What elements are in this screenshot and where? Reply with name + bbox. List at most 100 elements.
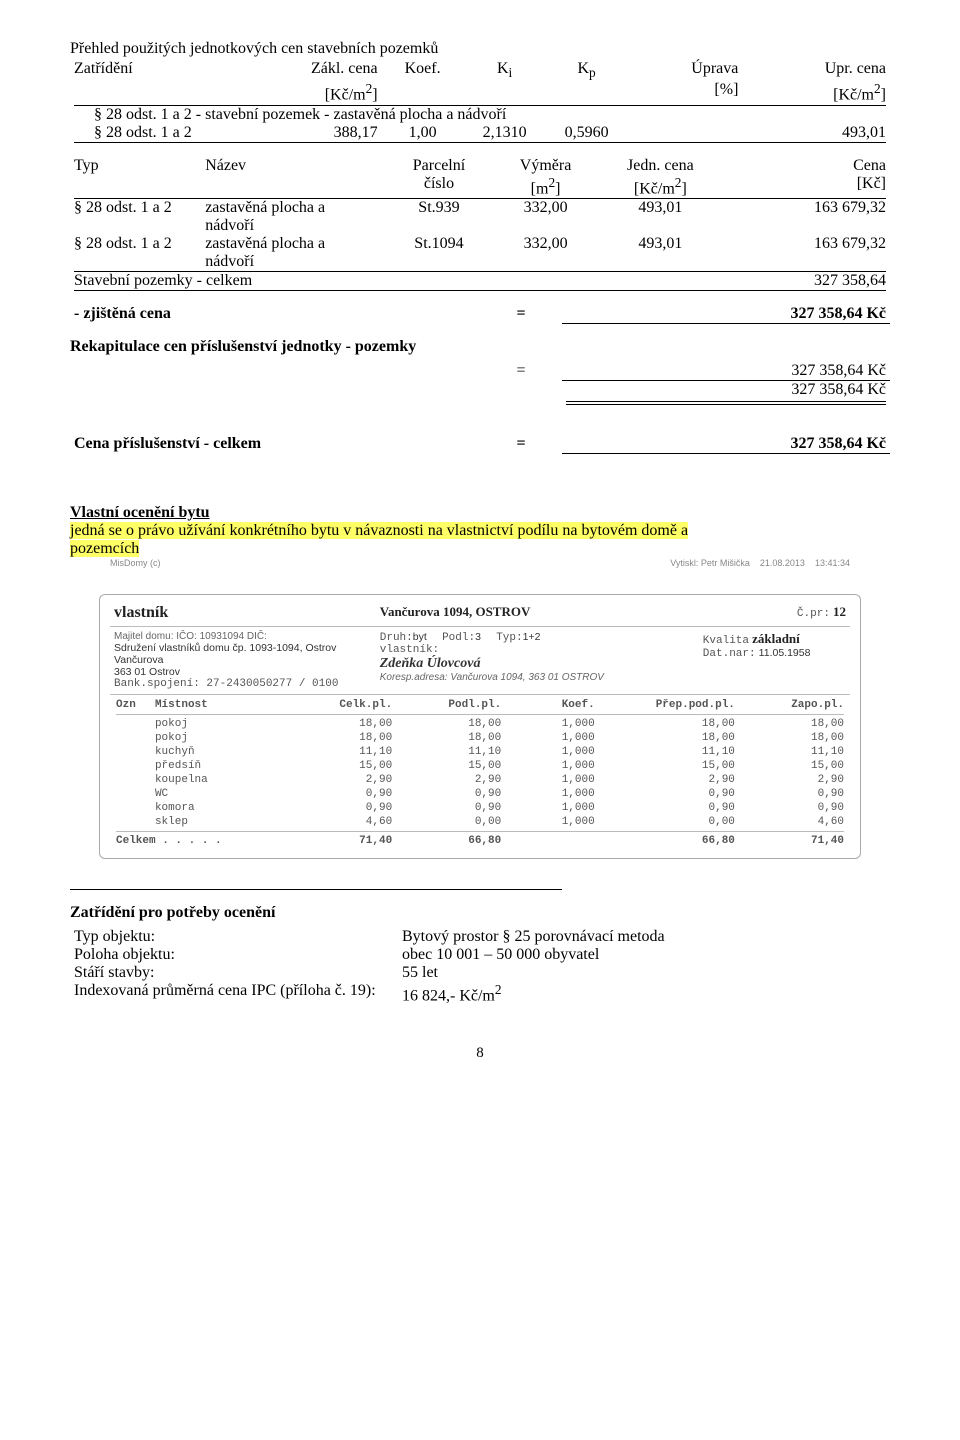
hdr2-typ: Typ — [70, 157, 201, 175]
room-c: 1,000 — [507, 801, 600, 815]
calc-v2: 1,00 — [382, 124, 464, 142]
room-e: 15,00 — [741, 759, 850, 773]
tot-e: 71,40 — [741, 834, 850, 848]
prisl-label: Cena příslušenství - celkem — [70, 435, 480, 454]
form-podl-l: Podl: — [442, 632, 475, 644]
room-e: 4,60 — [741, 815, 850, 829]
plot-typ: § 28 odst. 1 a 2 — [70, 199, 201, 217]
hdr2-parcelni: Parcelní — [382, 157, 497, 175]
zjistena-val: 327 358,64 Kč — [562, 305, 890, 324]
plots-table: Typ Název Parcelní Výměra Jedn. cena Cen… — [70, 157, 890, 291]
form-datnar-v: 11.05.1958 — [759, 647, 811, 659]
plot-typ: § 28 odst. 1 a 2 — [70, 235, 201, 253]
form-druh-l: Druh: — [380, 632, 413, 644]
unit-prices-header-table: Zatřídění Zákl. cena Koef. Ki Kp Úprava … — [70, 60, 890, 143]
hdr2-m2: [m2] — [496, 175, 594, 198]
room-c: 1,000 — [507, 745, 600, 759]
eq-sign: = — [480, 305, 562, 324]
room-d: 15,00 — [601, 759, 741, 773]
calc-v4: 0,5960 — [546, 124, 628, 142]
room-c: 1,000 — [507, 717, 600, 731]
form-koresp: Koresp.adresa: Vančurova 1094, 363 01 OS… — [380, 672, 695, 683]
room-row: předsíň15,0015,001,00015,0015,00 — [110, 759, 850, 773]
zjistena-table: - zjištěná cena = 327 358,64 Kč — [70, 305, 890, 324]
plot-nazev: zastavěná plocha a — [201, 235, 381, 253]
zjistena-label: - zjištěná cena — [70, 305, 480, 324]
zatr-table: Typ objektu: Bytový prostor § 25 porovná… — [70, 928, 890, 1005]
plot-vym: 332,00 — [496, 199, 594, 217]
plot-parc: St.939 — [382, 199, 497, 217]
hdr-zaklcena: Zákl. cena — [267, 60, 382, 81]
rekap-title: Rekapitulace cen příslušenství jednotky … — [70, 338, 890, 356]
form-sdruzeni: Sdružení vlastníků domu čp. 1093-1094, O… — [114, 642, 372, 654]
room-e: 0,90 — [741, 787, 850, 801]
hdr2-kcm2: [Kč/m2] — [595, 175, 726, 198]
room-e: 18,00 — [741, 731, 850, 745]
calc-v3: 2,1310 — [464, 124, 546, 142]
calc-label: § 28 odst. 1 a 2 — [70, 124, 267, 142]
room-d: 0,00 — [601, 815, 741, 829]
plot-row: § 28 odst. 1 a 2 zastavěná plocha a St.9… — [70, 199, 890, 217]
hdr2-cislo: číslo — [382, 175, 497, 198]
room-b: 2,90 — [398, 773, 507, 787]
room-e: 2,90 — [741, 773, 850, 787]
room-d: 11,10 — [601, 745, 741, 759]
section-desc: § 28 odst. 1 a 2 - stavební pozemek - za… — [70, 106, 890, 124]
th-ozn: Ozn — [110, 698, 149, 712]
vlastni-desc-2: pozemcích — [70, 540, 139, 557]
zatr-r3l: Stáří stavby: — [70, 964, 398, 982]
zatr-r2v: obec 10 001 – 50 000 obyvatel — [398, 946, 890, 964]
prisl-val: 327 358,64 Kč — [562, 435, 890, 454]
form-address: Vančurova 1094, OSTROV — [380, 604, 531, 619]
room-d: 0,90 — [601, 801, 741, 815]
room-b: 11,10 — [398, 745, 507, 759]
room-row: komora0,900,901,0000,900,90 — [110, 801, 850, 815]
zatr-r1v: Bytový prostor § 25 porovnávací metoda — [398, 928, 890, 946]
form-cpr-label: Č.pr: — [797, 608, 830, 620]
room-b: 0,00 — [398, 815, 507, 829]
doc-title: Přehled použitých jednotkových cen stave… — [70, 40, 890, 58]
form-cpr: 12 — [833, 604, 846, 619]
zatr-r1l: Typ objektu: — [70, 928, 398, 946]
form-druh-v: byt — [413, 631, 427, 643]
hdr2-nazev: Název — [201, 157, 381, 175]
room-row: pokoj18,0018,001,00018,0018,00 — [110, 731, 850, 745]
room-c: 1,000 — [507, 773, 600, 787]
hdr2-vymera: Výměra — [496, 157, 594, 175]
form-meta-left: MisDomy (c) — [110, 558, 161, 568]
eq-sign: = — [480, 435, 562, 454]
form-pscmesto: 363 01 Ostrov — [114, 666, 372, 678]
room-c: 1,000 — [507, 787, 600, 801]
room-a: 18,00 — [289, 731, 398, 745]
form-name: Zdeňka Úlovcová — [380, 656, 695, 672]
hdr2-kc: [Kč] — [726, 175, 890, 198]
room-a: 4,60 — [289, 815, 398, 829]
calc-v1: 388,17 — [267, 124, 382, 142]
room-c: 1,000 — [507, 815, 600, 829]
room-name: sklep — [149, 815, 289, 829]
th-prep: Přep.pod.pl. — [601, 698, 741, 712]
room-b: 0,90 — [398, 787, 507, 801]
zatr-r4v: 16 824,- Kč/m2 — [398, 982, 890, 1005]
room-name: pokoj — [149, 731, 289, 745]
room-b: 0,90 — [398, 801, 507, 815]
room-row: koupelna2,902,901,0002,902,90 — [110, 773, 850, 787]
room-b: 15,00 — [398, 759, 507, 773]
room-c: 1,000 — [507, 759, 600, 773]
room-d: 2,90 — [601, 773, 741, 787]
tot-b: 66,80 — [398, 834, 507, 848]
room-e: 18,00 — [741, 717, 850, 731]
th-koef: Koef. — [507, 698, 600, 712]
prisl-table: Cena příslušenství - celkem = 327 358,64… — [70, 435, 890, 454]
rekap-v2: 327 358,64 Kč — [562, 380, 890, 399]
rekap-v1: 327 358,64 Kč — [562, 362, 890, 381]
property-form: vlastník Vančurova 1094, OSTROV Č.pr: 12… — [99, 594, 861, 859]
form-typ-v: 1+2 — [523, 631, 541, 643]
room-a: 0,90 — [289, 801, 398, 815]
hdr-unit-pct: [%] — [628, 81, 743, 104]
form-vlastnik-big: vlastník — [114, 604, 372, 622]
room-a: 18,00 — [289, 717, 398, 731]
form-typ-l: Typ: — [496, 632, 522, 644]
form-datnar-l: Dat.nar: — [703, 648, 756, 660]
form-podl-v: 3 — [475, 631, 481, 643]
